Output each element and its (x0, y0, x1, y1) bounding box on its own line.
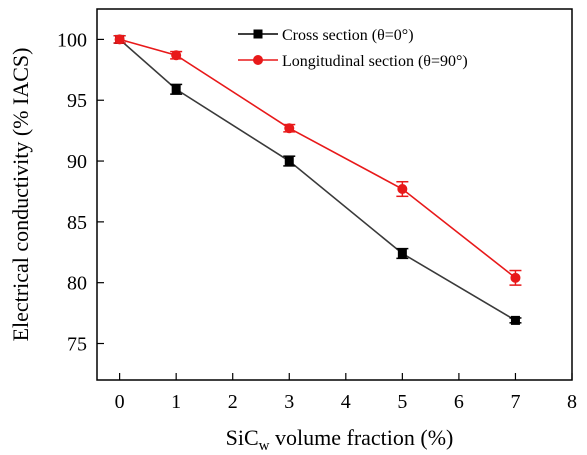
y-tick-label: 90 (67, 151, 87, 173)
plot-frame (96, 8, 573, 381)
data-point-circle (397, 184, 408, 195)
y-tick-label: 95 (67, 90, 87, 112)
legend: Cross section (θ=0°) Longitudinal section… (238, 27, 468, 70)
x-axis-title: SiCw volume fraction (%) (226, 425, 454, 454)
data-point-circle (510, 272, 521, 283)
legend-marker-circle (253, 55, 263, 65)
series-group (113, 34, 522, 325)
data-point-square (171, 84, 181, 94)
legend-marker-square (253, 29, 263, 39)
plot-area (96, 8, 573, 381)
x-title-subscript: w (259, 438, 270, 454)
x-tick-label: 0 (115, 391, 125, 413)
data-point-square (284, 156, 294, 166)
legend-label: Cross section (θ=0°) (282, 27, 414, 44)
x-tick-label: 8 (567, 391, 577, 413)
y-axis-title: Electrical conductivity (% IACS) (8, 48, 33, 342)
y-tick-label: 80 (67, 273, 87, 295)
x-tick-label: 1 (171, 391, 181, 413)
axis-ticks: 0 1 2 3 4 5 6 7 8 75 80 85 90 95 100 (57, 29, 577, 413)
data-point-circle (171, 50, 182, 61)
data-point-circle (114, 34, 125, 45)
data-point-circle (284, 123, 295, 134)
series-line (119, 38, 516, 322)
data-point-square (510, 315, 520, 325)
data-point-square (397, 248, 407, 258)
x-tick-label: 5 (397, 391, 407, 413)
legend-item-0: Cross section (θ=0°) (238, 27, 414, 44)
series-line (119, 38, 516, 279)
x-tick-label: 4 (341, 391, 351, 413)
y-tick-label: 100 (57, 29, 87, 51)
legend-label: Longitudinal section (θ=90°) (282, 53, 468, 70)
y-tick-label: 85 (67, 212, 87, 234)
x-tick-label: 3 (284, 391, 294, 413)
x-title-prefix: SiC (226, 425, 259, 450)
x-title-suffix: volume fraction (%) (270, 425, 454, 450)
x-tick-label: 6 (454, 391, 464, 413)
series-0 (113, 34, 522, 325)
legend-item-1: Longitudinal section (θ=90°) (238, 53, 468, 70)
x-tick-label: 7 (510, 391, 520, 413)
series-1 (113, 34, 522, 286)
x-tick-label: 2 (228, 391, 238, 413)
y-tick-label: 75 (67, 334, 87, 356)
